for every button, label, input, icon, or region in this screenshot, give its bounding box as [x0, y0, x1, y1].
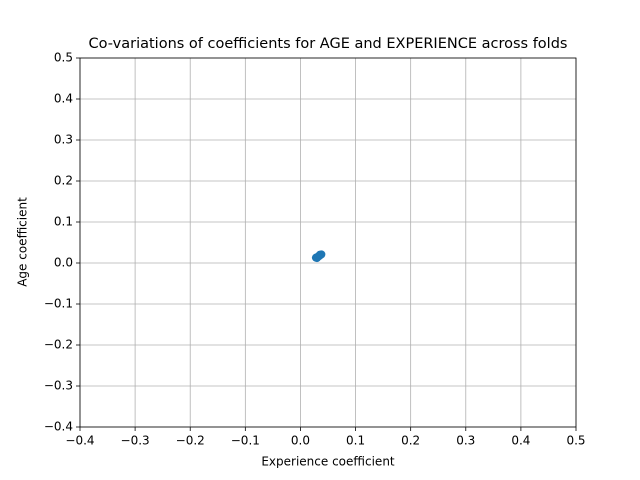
y-tick-label: 0.4 — [54, 92, 73, 106]
point — [315, 250, 324, 259]
x-axis-label: Experience coefficient — [261, 455, 395, 469]
y-tick-label: 0.1 — [54, 215, 73, 229]
y-tick-label: 0.3 — [54, 133, 73, 147]
y-tick-label: 0.2 — [54, 174, 73, 188]
y-axis-label: Age coefficient — [16, 197, 30, 287]
x-tick-label: −0.2 — [176, 434, 205, 448]
x-tick-label: −0.4 — [65, 434, 94, 448]
y-tick-label: −0.3 — [44, 379, 73, 393]
chart-title: Co-variations of coefficients for AGE an… — [89, 36, 568, 52]
y-tick-label: 0.0 — [54, 256, 73, 270]
x-tick-label: 0.1 — [346, 434, 365, 448]
plot-frame — [79, 57, 577, 428]
x-tick-label: −0.3 — [121, 434, 150, 448]
x-tick-label: 0.3 — [456, 434, 475, 448]
x-tick-label: 0.2 — [401, 434, 420, 448]
y-tick-label: 0.5 — [54, 51, 73, 65]
y-tick-label: −0.4 — [44, 420, 73, 434]
y-tick-label: −0.2 — [44, 338, 73, 352]
x-tick-label: 0.0 — [291, 434, 310, 448]
x-tick-label: 0.5 — [566, 434, 585, 448]
x-tick-label: 0.4 — [511, 434, 530, 448]
y-tick-label: −0.1 — [44, 297, 73, 311]
x-tick-label: −0.1 — [231, 434, 260, 448]
